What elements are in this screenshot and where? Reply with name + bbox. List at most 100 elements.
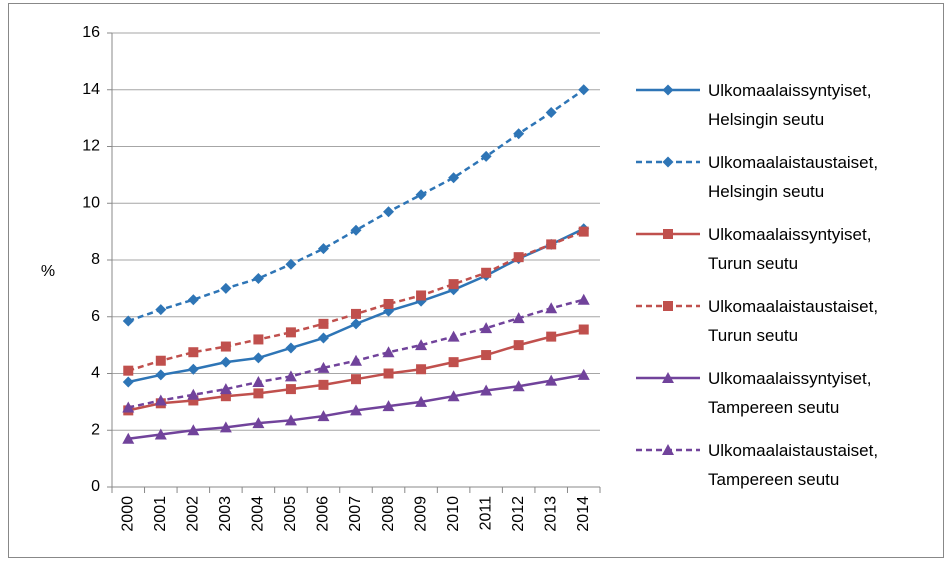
marker [317, 332, 329, 344]
marker [577, 368, 590, 380]
legend-label: Ulkomaalaissyntyiset, Tampereen seutu [708, 369, 872, 417]
y-tick-label: 10 [82, 194, 100, 211]
y-tick-label: 16 [82, 24, 100, 41]
marker [416, 364, 427, 375]
marker [285, 327, 296, 338]
y-tick-label: 4 [91, 365, 100, 382]
marker [285, 342, 297, 354]
y-tick-label: 6 [91, 308, 100, 325]
marker [513, 252, 524, 263]
marker [447, 330, 460, 342]
marker [154, 428, 167, 440]
marker [513, 340, 524, 351]
x-tick-label: 2005 [282, 496, 299, 532]
y-tick-label: 14 [82, 81, 100, 98]
marker [284, 414, 297, 426]
x-tick-label: 2013 [542, 496, 559, 532]
marker [187, 363, 199, 375]
marker [350, 404, 362, 416]
marker [350, 354, 362, 366]
marker [415, 339, 428, 351]
marker [285, 384, 296, 395]
marker [545, 106, 557, 118]
marker [383, 206, 395, 218]
marker [317, 243, 329, 255]
marker [219, 383, 232, 395]
x-tick-label: 2010 [445, 496, 462, 532]
legend-label: Ulkomaalaistaustaiset, Tampereen seutu [708, 441, 879, 489]
marker [481, 350, 492, 361]
marker [122, 432, 135, 444]
marker [662, 84, 674, 96]
marker [447, 390, 460, 402]
marker [513, 128, 525, 140]
marker [252, 417, 265, 429]
marker [284, 370, 297, 382]
marker [187, 294, 199, 306]
marker [382, 346, 395, 358]
marker [252, 352, 264, 364]
x-tick-label: 2012 [510, 496, 527, 532]
marker [545, 302, 558, 314]
marker [481, 267, 492, 278]
marker [350, 318, 362, 330]
marker [188, 395, 199, 406]
marker [448, 357, 459, 368]
marker [122, 376, 134, 388]
marker [318, 379, 329, 390]
x-tick-label: 2002 [185, 496, 202, 532]
marker [252, 272, 264, 284]
legend-label: Ulkomaalaistaustaiset, Turun seutu [708, 297, 879, 345]
marker [317, 410, 330, 422]
marker [123, 365, 134, 376]
marker [351, 308, 361, 319]
marker [253, 334, 264, 345]
marker [662, 156, 674, 168]
marker [382, 400, 395, 412]
x-tick-label: 2007 [347, 496, 364, 532]
marker [220, 391, 231, 402]
x-tick-label: 2004 [250, 496, 267, 532]
x-tick-label: 2011 [477, 496, 494, 531]
marker [512, 312, 525, 324]
marker [154, 394, 167, 406]
y-axis-label: % [41, 263, 55, 280]
marker [546, 331, 557, 342]
marker [351, 374, 361, 385]
marker [578, 226, 589, 237]
legend-label: Ulkomaalaistaustaiset, Helsingin seutu [708, 153, 879, 201]
marker [546, 239, 557, 250]
marker [317, 361, 330, 373]
marker [122, 315, 134, 327]
x-tick-label: 2000 [119, 496, 136, 532]
marker [252, 376, 265, 388]
marker [220, 282, 232, 294]
x-tick-label: 2006 [315, 496, 332, 532]
marker [448, 172, 460, 184]
x-tick-label: 2009 [412, 496, 429, 532]
marker [577, 293, 590, 305]
marker [219, 421, 232, 433]
y-tick-label: 8 [91, 251, 100, 268]
y-tick-label: 12 [82, 138, 100, 155]
marker [512, 380, 525, 392]
marker [383, 368, 394, 379]
marker [415, 395, 428, 407]
marker [416, 290, 427, 301]
x-tick-label: 2014 [575, 496, 592, 532]
marker [415, 189, 427, 201]
marker [480, 384, 493, 396]
marker [662, 444, 674, 455]
legend-label: Ulkomaalaissyntyiset, Helsingin seutu [708, 81, 872, 129]
y-tick-label: 2 [91, 421, 100, 438]
legend-label: Ulkomaalaissyntyiset, Turun seutu [708, 225, 872, 273]
marker [187, 388, 200, 400]
marker [350, 224, 362, 236]
y-tick-label: 0 [91, 478, 100, 495]
marker [155, 369, 167, 381]
marker [578, 324, 589, 335]
marker [545, 374, 558, 386]
marker [383, 298, 394, 309]
